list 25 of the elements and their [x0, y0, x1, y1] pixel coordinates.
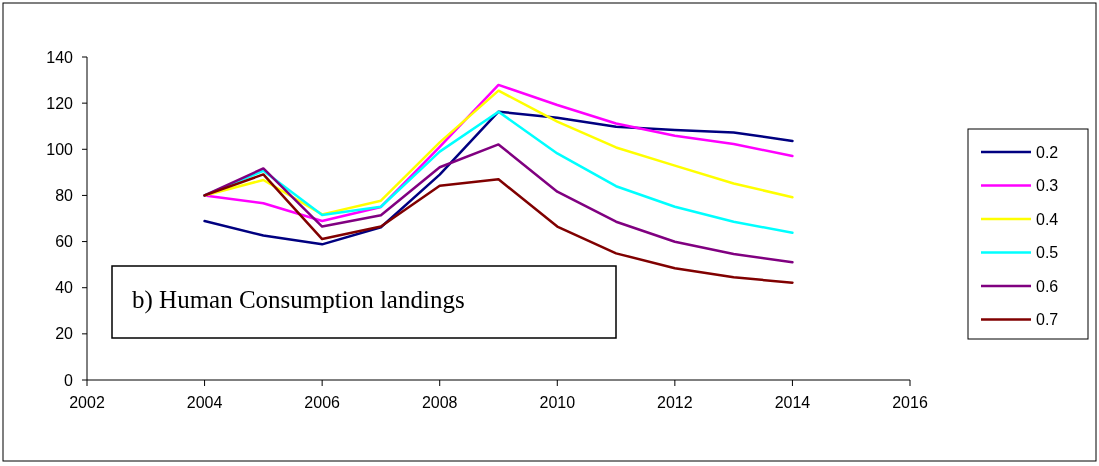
y-tick-label: 0 — [64, 371, 74, 389]
x-tick-label: 2006 — [304, 394, 341, 411]
y-tick-label: 40 — [55, 279, 74, 297]
x-tick-label: 2002 — [69, 394, 105, 411]
x-tick-label: 2014 — [774, 394, 811, 411]
legend-label: 0.4 — [1036, 210, 1059, 228]
x-tick-label: 2004 — [186, 394, 223, 411]
y-tick-label: 100 — [46, 140, 74, 158]
x-tick-label: 2010 — [539, 394, 576, 411]
line-series — [203, 173, 794, 284]
legend-label: 0.3 — [1036, 177, 1059, 195]
legend-label: 0.5 — [1036, 244, 1059, 262]
y-tick-label: 20 — [55, 325, 74, 343]
y-tick-label: 140 — [46, 48, 74, 66]
annotation: b) Human Consumption landings — [132, 286, 465, 314]
y-tick-label: 60 — [55, 233, 74, 251]
x-tick-label: 2016 — [892, 394, 928, 411]
legend-label: 0.7 — [1036, 311, 1059, 329]
x-tick-label: 2012 — [657, 394, 693, 411]
y-tick-label: 80 — [55, 187, 74, 205]
x-tick-label: 2008 — [421, 394, 458, 411]
legend-label: 0.6 — [1036, 277, 1059, 295]
y-tick-label: 120 — [46, 94, 74, 112]
text-box: b) Human Consumption landings — [111, 265, 617, 339]
legend-label: 0.2 — [1036, 143, 1059, 161]
